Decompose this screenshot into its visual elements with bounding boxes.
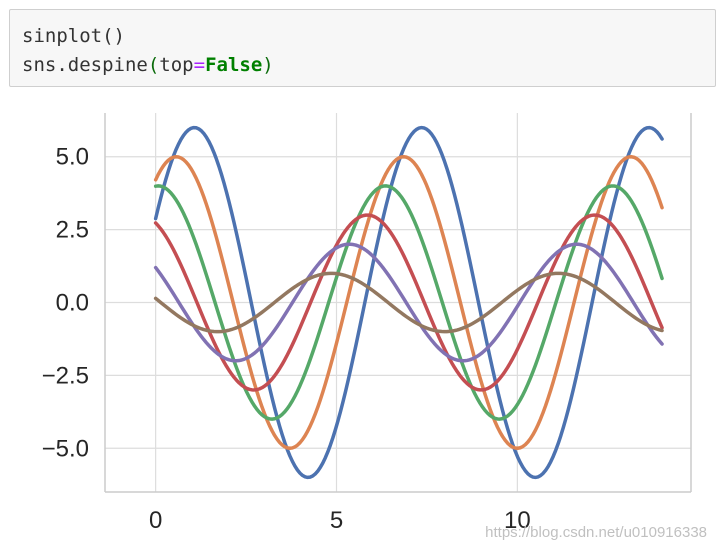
- series-line-1: [153, 125, 664, 480]
- code-open-paren: (: [147, 54, 160, 76]
- line-chart: −5.0 −2.5 0.0 2.5 5.0 0 5 10: [42, 113, 692, 534]
- y-tick-label: −5.0: [42, 435, 89, 462]
- series-line-3: [153, 184, 664, 421]
- y-tick-label: 2.5: [56, 217, 89, 244]
- x-tick-label: 10: [504, 507, 531, 534]
- y-tick-label: 0.0: [56, 290, 89, 317]
- code-close-paren: ): [262, 54, 274, 76]
- y-tick-label: 5.0: [56, 144, 89, 171]
- watermark: https://blog.csdn.net/u010916338: [485, 524, 707, 541]
- code-line-1: sinplot(): [22, 25, 125, 47]
- x-tick-label: 5: [330, 507, 343, 534]
- series-line-2: [153, 154, 664, 451]
- code-value-false: False: [205, 54, 263, 76]
- code-func-despine: sns.despine: [22, 54, 148, 76]
- code-cell[interactable]: sinplot() sns.despine(top=False): [9, 9, 716, 87]
- y-tick-label: −2.5: [42, 362, 89, 389]
- x-tick-label: 0: [149, 507, 162, 534]
- code-equals: =: [193, 54, 206, 76]
- code-call-sinplot: sinplot(): [22, 25, 125, 47]
- code-line-2: sns.despine(top=False): [22, 54, 274, 76]
- series-line-6: [153, 271, 664, 334]
- series-line-4: [153, 213, 664, 392]
- code-arg-top: top: [159, 54, 194, 76]
- series-line-5: [153, 242, 664, 363]
